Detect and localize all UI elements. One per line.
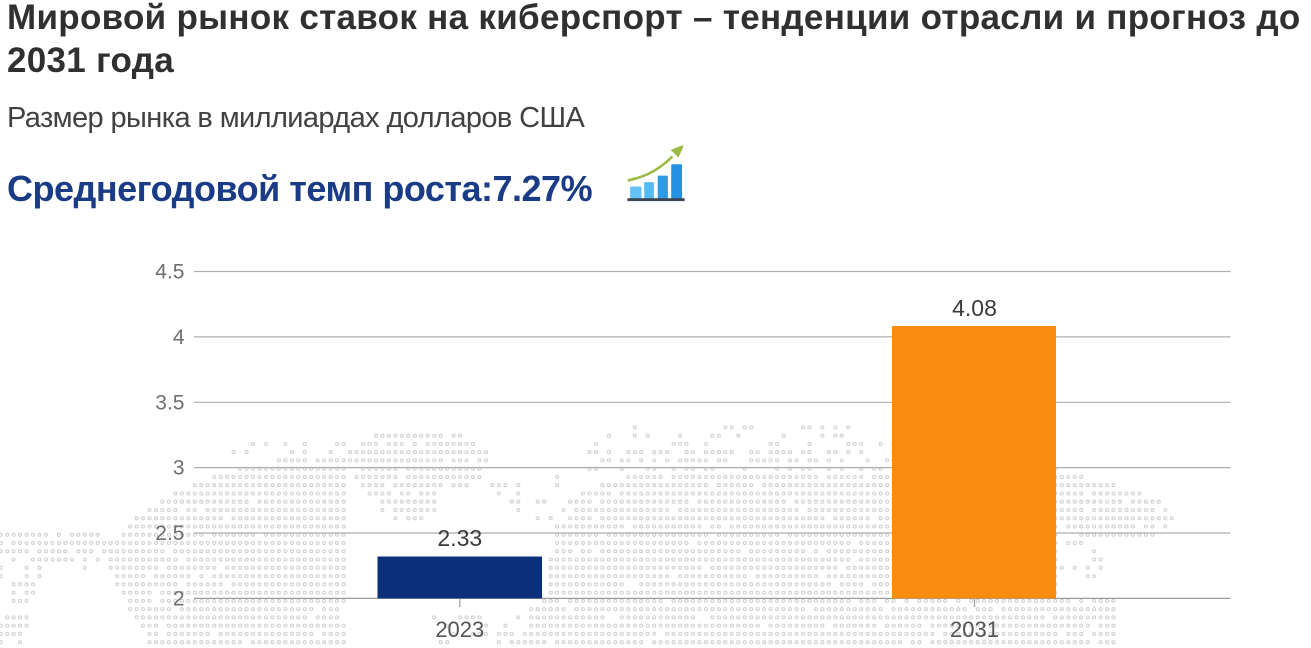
svg-text:3.5: 3.5 [155,391,184,414]
svg-text:3: 3 [173,457,185,480]
svg-text:4.08: 4.08 [952,295,997,321]
svg-text:2031: 2031 [950,617,999,642]
svg-text:2.5: 2.5 [155,522,184,545]
svg-text:4.5: 4.5 [155,261,184,284]
svg-text:2023: 2023 [435,617,484,642]
svg-text:2: 2 [173,588,185,611]
svg-text:4: 4 [173,326,185,349]
svg-text:2.33: 2.33 [437,525,482,551]
